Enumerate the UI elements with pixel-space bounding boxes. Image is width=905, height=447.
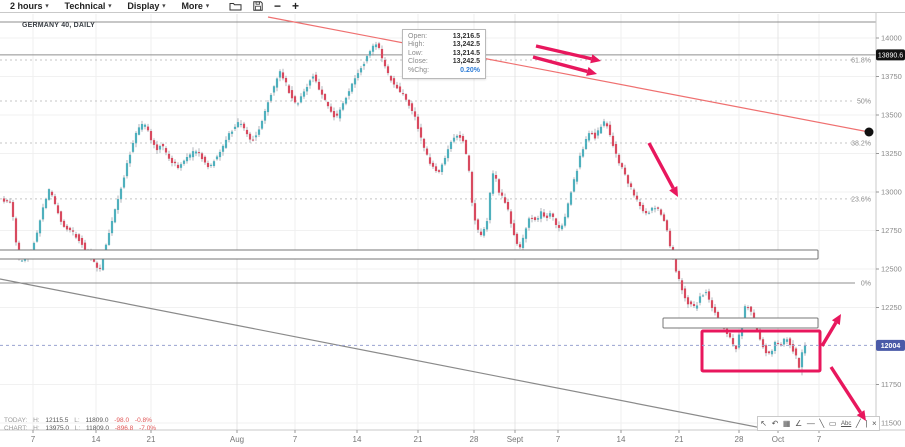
svg-text:23.6%: 23.6%: [851, 196, 871, 203]
ohlc-tooltip: Open: 13,216.5 High: 13,242.5 Low: 13,21…: [402, 29, 486, 80]
rectangle-tool-icon[interactable]: ▭: [828, 418, 837, 428]
horizontal-line-tool-icon[interactable]: —: [806, 418, 815, 428]
legend-row-chart: CHART: H: 13975.0 L: 11809.0 -896.8 -7.0…: [4, 424, 157, 432]
angle-tool-icon[interactable]: ∠: [795, 418, 803, 428]
svg-text:0%: 0%: [861, 281, 871, 288]
time-axis-labels[interactable]: 7 14 21 Aug 7 14 21 28 Sept 7 14 21 28 Oct 7: [31, 430, 822, 444]
chevron-down-icon: ▾: [108, 3, 112, 9]
svg-text:12250: 12250: [881, 303, 902, 312]
fib-grid-tool-icon[interactable]: ▦: [782, 418, 791, 428]
grid-lines: [0, 14, 876, 430]
svg-text:14: 14: [92, 435, 101, 444]
svg-text:7: 7: [293, 435, 298, 444]
svg-text:12004: 12004: [881, 343, 901, 350]
svg-text:28: 28: [470, 435, 479, 444]
chart-symbol-label: GERMANY 40, DAILY: [22, 22, 96, 29]
svg-text:13250: 13250: [881, 149, 902, 158]
ray-tool-icon[interactable]: ╱: [855, 418, 861, 428]
svg-text:Oct: Oct: [772, 435, 785, 444]
tooltip-row-high: High: 13,242.5: [408, 41, 480, 49]
cursor-tool-icon[interactable]: ↖: [760, 418, 767, 428]
candlestick-series: [2, 41, 807, 376]
svg-text:38.2%: 38.2%: [851, 141, 871, 148]
text-tool-icon[interactable]: Abc: [840, 420, 852, 427]
vertical-line-tool-icon[interactable]: |: [865, 418, 868, 428]
menu-display[interactable]: Display ▾: [127, 1, 165, 11]
level-price-badge: 13890.6: [876, 49, 905, 61]
svg-text:50%: 50%: [857, 98, 871, 105]
toolbar-icon-group: − +: [229, 0, 299, 13]
svg-text:Sept: Sept: [507, 435, 524, 444]
svg-text:7: 7: [817, 435, 822, 444]
session-legend: TODAY: H: 12115.5 L: 11809.0 -98.0 -0.8%…: [4, 417, 160, 432]
svg-text:14: 14: [617, 435, 626, 444]
svg-text:12500: 12500: [881, 265, 902, 274]
svg-text:13890.6: 13890.6: [878, 52, 903, 59]
close-icon[interactable]: ×: [872, 418, 877, 428]
svg-text:13750: 13750: [881, 72, 902, 81]
menu-more[interactable]: More ▾: [181, 1, 209, 11]
svg-text:11750: 11750: [881, 380, 901, 389]
legend-row-today: TODAY: H: 12115.5 L: 11809.0 -98.0 -0.8%: [4, 417, 152, 424]
svg-text:Aug: Aug: [230, 435, 244, 444]
trendline-tool-icon[interactable]: ╲: [819, 418, 825, 428]
chevron-down-icon: ▾: [205, 3, 209, 9]
arc-tool-icon[interactable]: ↶: [771, 418, 779, 428]
chevron-down-icon: ▾: [162, 3, 166, 9]
chevron-down-icon: ▾: [45, 3, 49, 9]
svg-text:13000: 13000: [881, 188, 902, 197]
open-folder-icon[interactable]: [229, 1, 242, 11]
svg-text:21: 21: [147, 435, 156, 444]
svg-text:21: 21: [675, 435, 684, 444]
zone-upper-box[interactable]: [0, 249, 819, 260]
interval-dropdown-label: 2 hours: [10, 1, 43, 11]
svg-text:7: 7: [556, 435, 561, 444]
drawing-toolbar: ↖ ↶ ▦ ∠ — ╲ ▭ Abc ╱ | ×: [757, 416, 880, 431]
svg-text:14000: 14000: [881, 34, 902, 43]
svg-text:13500: 13500: [881, 111, 902, 120]
fib-retracement-levels[interactable]: 61.8% 50% 38.2% 23.6% 0%: [0, 58, 871, 288]
top-toolbar: 2 hours ▾ Technical ▾ Display ▾ More ▾ −…: [0, 0, 905, 13]
tooltip-row-close: Close: 13,242.5: [408, 58, 480, 66]
tooltip-row-pchg: %Chg: 0.20%: [408, 66, 480, 74]
zone-mid-box[interactable]: [662, 317, 819, 329]
interval-dropdown[interactable]: 2 hours ▾: [10, 1, 49, 11]
tooltip-row-open: Open: 13,216.5: [408, 33, 480, 40]
save-floppy-icon[interactable]: [253, 1, 263, 11]
menu-technical[interactable]: Technical ▾: [65, 1, 112, 11]
svg-text:61.8%: 61.8%: [851, 58, 871, 65]
menu-display-label: Display: [127, 1, 160, 11]
svg-text:21: 21: [414, 435, 423, 444]
svg-text:7: 7: [31, 435, 36, 444]
current-price-badge: 12004: [876, 339, 905, 351]
svg-text:28: 28: [735, 435, 744, 444]
zoom-in-button[interactable]: +: [291, 0, 299, 13]
menu-technical-label: Technical: [64, 1, 106, 11]
svg-text:14: 14: [353, 435, 362, 444]
menu-more-label: More: [181, 1, 203, 11]
price-axis-labels[interactable]: 14000 13750 13500 13250 13000 12750 12500 12250…: [876, 34, 902, 428]
zoom-out-button[interactable]: −: [273, 0, 281, 13]
svg-text:11500: 11500: [881, 419, 901, 428]
tooltip-row-low: Low: 13,214.5: [408, 49, 480, 57]
support-trendline[interactable]: [0, 278, 773, 431]
resistance-trendline[interactable]: [267, 16, 874, 137]
highlight-pink-box[interactable]: [700, 329, 822, 373]
svg-text:12750: 12750: [881, 226, 902, 235]
